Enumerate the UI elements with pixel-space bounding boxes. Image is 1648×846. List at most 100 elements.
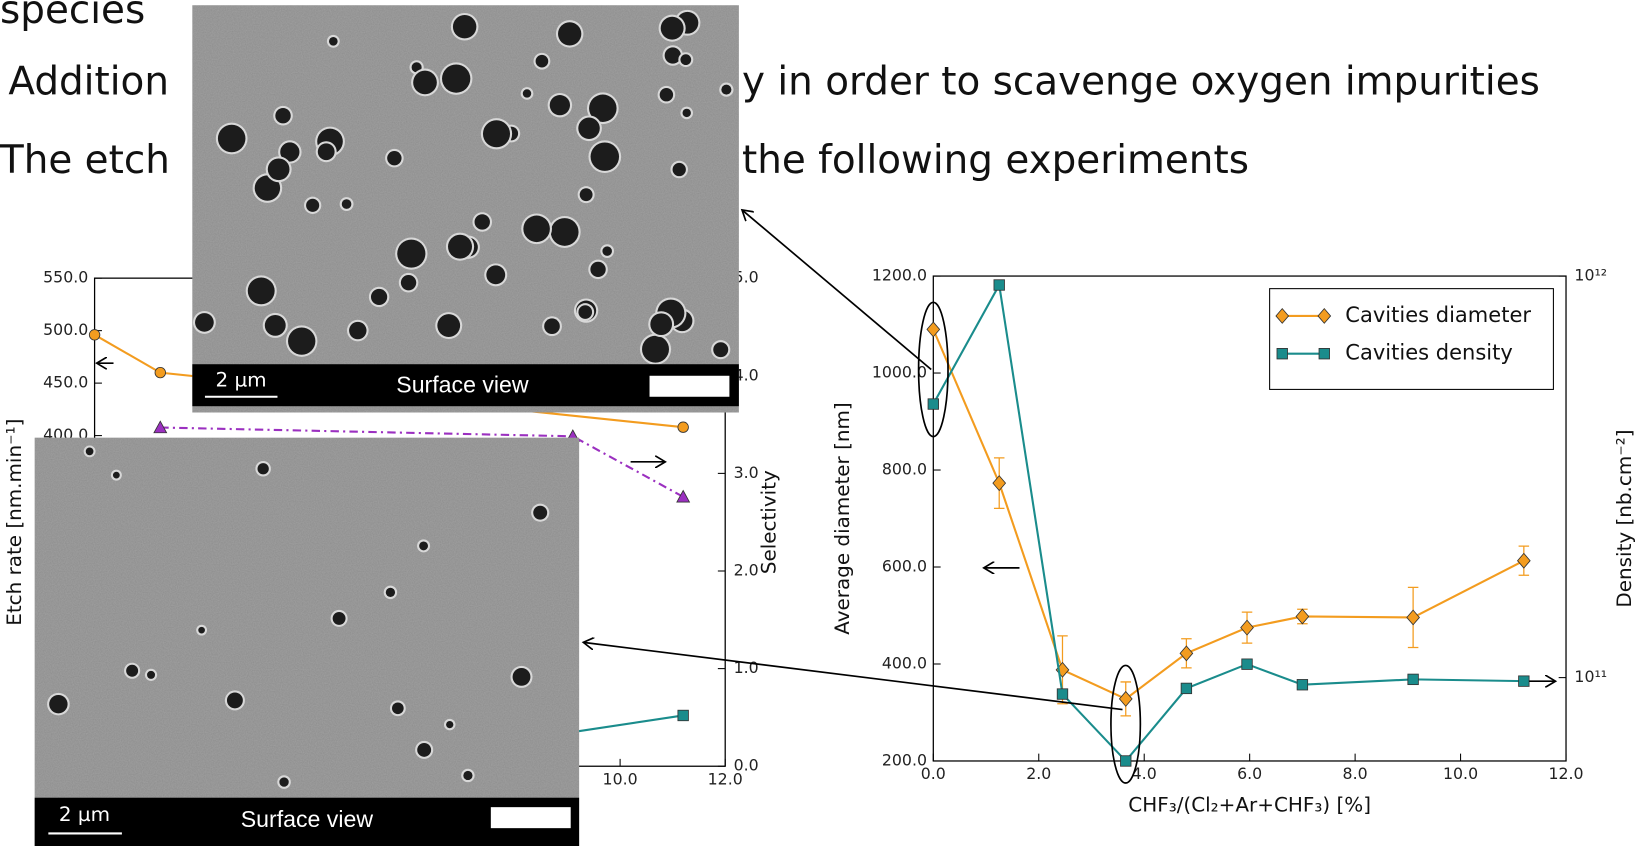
pit bbox=[448, 235, 472, 259]
pit bbox=[333, 612, 346, 625]
pit bbox=[673, 163, 686, 176]
pit bbox=[642, 336, 669, 363]
marker bbox=[1057, 689, 1068, 699]
pit bbox=[86, 448, 94, 456]
pit bbox=[660, 88, 673, 101]
pit bbox=[437, 314, 460, 337]
marker bbox=[928, 399, 939, 409]
y2-tick-label: 10¹² bbox=[1574, 266, 1607, 285]
y2-axis-label: Selectivity bbox=[757, 470, 781, 574]
x-tick-label: 10.0 bbox=[603, 769, 638, 788]
y2-tick-label: 0.0 bbox=[734, 756, 759, 775]
pit bbox=[591, 142, 619, 170]
pit bbox=[147, 671, 155, 679]
pit bbox=[49, 695, 67, 713]
caption: Surface view bbox=[241, 806, 374, 832]
pit bbox=[486, 265, 505, 284]
marker bbox=[1181, 683, 1192, 693]
pit bbox=[279, 777, 288, 786]
y2-tick-label: 3.0 bbox=[734, 463, 759, 482]
pit bbox=[483, 120, 510, 147]
pit bbox=[342, 199, 352, 209]
sem-image: 2 µm Surface view bbox=[192, 5, 739, 412]
pit bbox=[446, 721, 453, 728]
x-tick-label: 2.0 bbox=[1026, 764, 1051, 783]
marker bbox=[1121, 756, 1132, 766]
bullet-text: y in order to scavenge oxygen impurities bbox=[742, 59, 1540, 104]
marker bbox=[155, 367, 166, 377]
y-tick-label: 600.0 bbox=[882, 557, 927, 576]
sem-image: 2 µm Surface view bbox=[35, 438, 579, 846]
y-tick-label: 400.0 bbox=[882, 654, 927, 673]
pointer-arrow bbox=[742, 210, 931, 370]
pit bbox=[113, 472, 120, 479]
y2-tick-label: 10¹¹ bbox=[1574, 667, 1607, 686]
pit bbox=[392, 702, 404, 714]
y-tick-label: 1200.0 bbox=[872, 266, 927, 285]
pit bbox=[551, 218, 579, 246]
scale-label: 2 µm bbox=[215, 367, 266, 391]
pit bbox=[650, 313, 672, 335]
pit bbox=[218, 125, 246, 152]
y2-axis-label: Density [nb.cm⁻²] bbox=[1612, 429, 1636, 607]
page: {"slide": {"lines": [["species"], ["Addi… bbox=[0, 0, 1648, 846]
bullet-text: Addition bbox=[8, 59, 169, 104]
pit bbox=[195, 313, 214, 332]
pit bbox=[413, 71, 437, 95]
sem-grain bbox=[35, 438, 579, 846]
pit bbox=[288, 327, 315, 354]
pit bbox=[558, 22, 581, 45]
pit bbox=[513, 668, 531, 686]
pit bbox=[371, 289, 387, 305]
pit bbox=[463, 771, 472, 780]
pit bbox=[126, 665, 138, 677]
caption: Surface view bbox=[396, 372, 529, 398]
pit bbox=[329, 37, 338, 46]
pit bbox=[665, 47, 681, 63]
bullet-text: species bbox=[0, 0, 145, 33]
x-tick-label: 8.0 bbox=[1343, 764, 1368, 783]
pit bbox=[387, 151, 401, 165]
legend-marker bbox=[1319, 348, 1330, 358]
marker bbox=[89, 330, 100, 340]
marker bbox=[994, 280, 1005, 290]
marker bbox=[678, 710, 689, 720]
pit bbox=[578, 305, 592, 319]
pit bbox=[536, 55, 549, 68]
chart: 0.02.04.06.08.010.012.0200.0400.0600.080… bbox=[830, 266, 1636, 817]
pit bbox=[442, 64, 470, 92]
y-axis-label: Etch rate [nm.min⁻¹] bbox=[2, 419, 26, 626]
pit bbox=[523, 216, 550, 243]
bullet-text: the following experiments bbox=[742, 138, 1249, 183]
x-tick-label: 10.0 bbox=[1443, 764, 1478, 783]
pit bbox=[602, 246, 612, 255]
pit bbox=[397, 240, 425, 268]
legend-label: Cavities density bbox=[1345, 341, 1513, 365]
pit bbox=[590, 262, 605, 277]
slide: 10.012.0400.0450.0500.0550.00.01.02.03.0… bbox=[0, 0, 1648, 846]
pit bbox=[268, 158, 290, 180]
marker bbox=[1408, 674, 1419, 684]
pit bbox=[265, 315, 286, 336]
pit bbox=[248, 277, 275, 304]
y-axis-label: Average diameter [nm] bbox=[830, 402, 854, 634]
pit bbox=[475, 214, 490, 229]
marker bbox=[1519, 676, 1530, 686]
x-tick-label: 12.0 bbox=[1548, 764, 1583, 783]
x-axis-label: CHF₃/(Cl₂+Ar+CHF₃) [%] bbox=[1128, 792, 1371, 816]
y-tick-label: 800.0 bbox=[882, 460, 927, 479]
pit bbox=[227, 692, 243, 708]
y-tick-label: 500.0 bbox=[43, 320, 88, 339]
y-tick-label: 450.0 bbox=[43, 373, 88, 392]
pit bbox=[523, 89, 531, 97]
x-tick-label: 6.0 bbox=[1237, 764, 1262, 783]
scale-label: 2 µm bbox=[59, 802, 110, 826]
pit bbox=[550, 95, 570, 115]
pit bbox=[417, 743, 431, 757]
pit bbox=[258, 463, 269, 474]
pit bbox=[661, 17, 684, 40]
bullet-text: The etch bbox=[0, 138, 170, 183]
pit bbox=[401, 275, 416, 290]
pit bbox=[453, 15, 476, 38]
pit bbox=[683, 109, 691, 117]
